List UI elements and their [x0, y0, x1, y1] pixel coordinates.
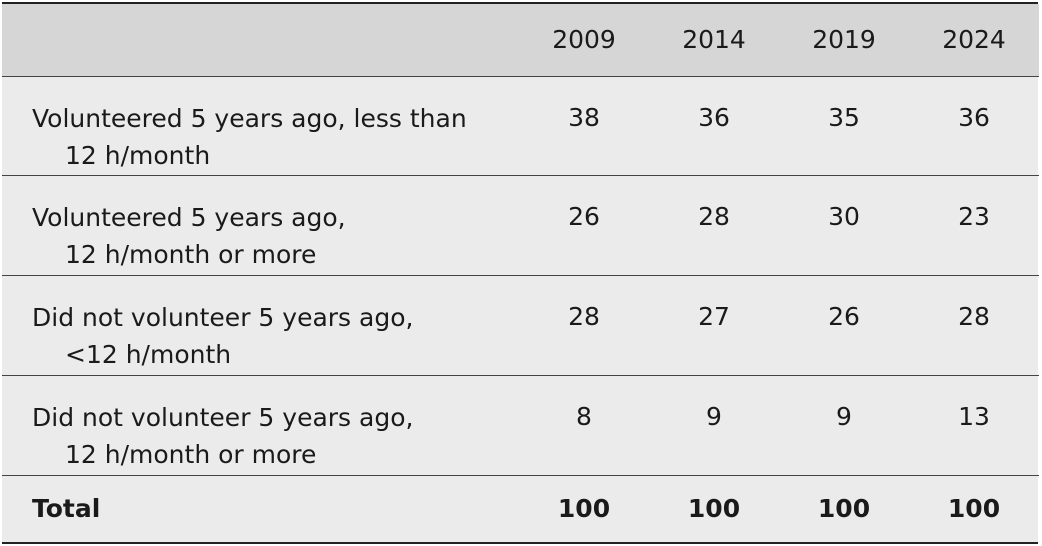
row-label-line1: Did not volunteer 5 years ago, — [32, 303, 414, 333]
table-cell: 36 — [649, 76, 779, 177]
row-label: Volunteered 5 years ago, 12 h/month or m… — [2, 175, 519, 277]
table-cell: 28 — [909, 275, 1039, 377]
table-row: Volunteered 5 years ago, 12 h/month or m… — [2, 175, 1039, 277]
table-row: Volunteered 5 years ago, less than 12 h/… — [2, 76, 1039, 177]
table-cell: 26 — [779, 275, 909, 377]
total-cell: 100 — [687, 493, 741, 523]
table-cell: 38 — [519, 76, 649, 177]
total-cell: 100 — [947, 493, 1001, 523]
header-cell-2019: 2019 — [779, 4, 909, 77]
header-cell-label — [2, 4, 519, 77]
table-row: Did not volunteer 5 years ago, <12 h/mon… — [2, 275, 1039, 377]
table-cell: 28 — [649, 175, 779, 277]
row-label-line1: Volunteered 5 years ago, less than — [32, 103, 467, 133]
table-cell: 9 — [649, 375, 779, 476]
table-header-row: 2009 2014 2019 2024 — [2, 4, 1039, 77]
total-cell: 100 — [557, 493, 611, 523]
table-cell: 36 — [909, 76, 1039, 177]
table-cell: 35 — [779, 76, 909, 177]
table-cell: 30 — [779, 175, 909, 277]
row-label-line2: 12 h/month or more — [65, 240, 317, 270]
row-label: Did not volunteer 5 years ago, 12 h/mont… — [2, 375, 519, 476]
table-cell: 23 — [909, 175, 1039, 277]
row-label: Volunteered 5 years ago, less than 12 h/… — [2, 76, 519, 177]
row-label-line2: <12 h/month — [65, 340, 232, 370]
row-label-line2: 12 h/month or more — [65, 440, 317, 470]
table-cell: 9 — [779, 375, 909, 476]
table-cell: 8 — [519, 375, 649, 476]
table-row: Did not volunteer 5 years ago, 12 h/mont… — [2, 375, 1039, 476]
table-cell: 26 — [519, 175, 649, 277]
header-cell-2014: 2014 — [649, 4, 779, 77]
row-label-line1: Did not volunteer 5 years ago, — [32, 403, 414, 433]
table-cell: 27 — [649, 275, 779, 377]
total-cell: 100 — [817, 493, 871, 523]
data-table: 2009 2014 2019 2024 Volunteered 5 years … — [2, 4, 1039, 542]
total-label: Total — [32, 493, 101, 523]
row-label-line1: Volunteered 5 years ago, — [32, 203, 346, 233]
header-cell-2009: 2009 — [519, 4, 649, 77]
table-cell: 13 — [909, 375, 1039, 476]
row-label: Did not volunteer 5 years ago, <12 h/mon… — [2, 275, 519, 377]
header-cell-2024: 2024 — [909, 4, 1039, 77]
total-row: Total 100 100 100 100 — [2, 475, 1039, 542]
row-label-line2: 12 h/month — [65, 140, 211, 170]
table-cell: 28 — [519, 275, 649, 377]
